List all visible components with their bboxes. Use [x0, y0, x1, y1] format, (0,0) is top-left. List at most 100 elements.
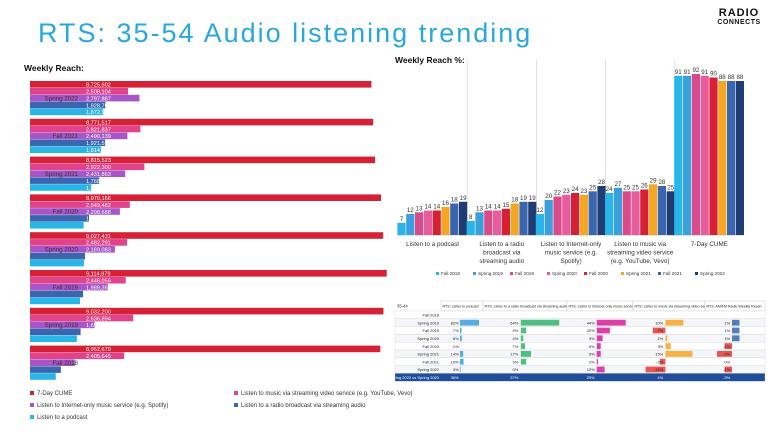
- table-data-bar: [459, 358, 464, 365]
- pct-bar: [666, 191, 675, 236]
- pct-category-label: Listen to a radio: [479, 241, 524, 248]
- legend-label: Listen to music via streaming video serv…: [241, 391, 413, 397]
- pct-category-label: Spotify): [560, 258, 581, 265]
- pct-bar: [683, 75, 692, 236]
- pct-bar: [415, 212, 424, 236]
- reach-bar: [30, 215, 89, 222]
- table-data-bar: [660, 358, 666, 365]
- pct-bar: [406, 214, 415, 235]
- table-cell-value: 2%: [589, 359, 595, 364]
- reach-bar-label: 2,549,482: [86, 203, 111, 209]
- table-cell-value: 64%: [510, 320, 518, 325]
- pct-bar-label: 25: [667, 184, 674, 191]
- reach-bar-label: 1,198,259: [86, 337, 111, 343]
- table-cell-value: -1%: [723, 344, 731, 349]
- reach-bar-label: 1,376,261: [86, 261, 111, 267]
- pct-bar-label: 88: [736, 74, 743, 81]
- table-cell-value: -2%: [723, 352, 731, 357]
- table-column-header: RTS: Listen to a radio broadcast via str…: [485, 305, 569, 309]
- reach-bar: [30, 314, 134, 322]
- pct-bar-label: 18: [451, 197, 458, 204]
- table-cell-value: 6%: [589, 352, 595, 357]
- pct-legend-swatch: [436, 272, 439, 275]
- pct-legend-label: Fall 2021: [663, 271, 682, 276]
- reach-bar: [30, 297, 80, 305]
- table-row: [394, 334, 766, 343]
- pct-bar: [519, 201, 528, 236]
- reach-bar-label: 1,406,130: [86, 255, 111, 261]
- legend-swatch: [30, 403, 34, 407]
- pct-bar: [657, 186, 666, 235]
- reach-bar: [30, 259, 84, 267]
- reach-bar: [30, 170, 126, 177]
- reach-bar-label: 2,821,837: [86, 127, 111, 133]
- table-corner-label: 35-44: [397, 304, 408, 309]
- pct-bar: [597, 186, 606, 235]
- table-cell-value: 1%: [724, 328, 730, 333]
- pct-bar-label: 14: [485, 204, 492, 211]
- reach-bar-label: 8,815,523: [86, 158, 111, 164]
- reach-bar-label: 659,982: [86, 375, 106, 381]
- table-row: [394, 310, 766, 319]
- reach-bar-label: 1,368,522: [86, 224, 111, 230]
- table-cell-value: 1%: [724, 336, 730, 341]
- pct-bar: [622, 191, 631, 236]
- pct-bar: [588, 191, 597, 236]
- table-data-bar: [520, 351, 531, 357]
- reach-bar: [30, 156, 375, 164]
- legend-swatch: [30, 391, 34, 395]
- pct-legend-label: Spring 2019: [478, 271, 503, 276]
- reach-category-label: Spring 2021: [45, 171, 79, 178]
- reach-bar-label: 8,952,670: [86, 347, 111, 353]
- pct-bar-label: 13: [476, 205, 483, 212]
- table-row-label: Spring 2020: [417, 336, 439, 341]
- table-row-label: Spring 2019: [417, 320, 439, 325]
- table-cell-value: 44%: [587, 320, 595, 325]
- table-row-label: Fall 2021: [423, 359, 440, 364]
- pct-bar-label: 27: [614, 181, 621, 188]
- pct-bar-label: 91: [675, 69, 682, 76]
- legend-swatch: [234, 391, 238, 395]
- pct-bar: [544, 200, 553, 235]
- pct-bar: [397, 222, 406, 236]
- reach-bar: [30, 283, 108, 291]
- pct-legend-label: Spring 2020: [552, 271, 577, 276]
- reach-bar: [30, 139, 106, 147]
- pct-legend-swatch: [473, 272, 476, 275]
- pct-bar-label: 91: [684, 69, 691, 76]
- table-data-bar: [459, 319, 479, 326]
- pct-bar-label: 16: [442, 200, 449, 207]
- pct-bar-label: 26: [641, 183, 648, 190]
- pct-bar: [423, 210, 432, 235]
- pct-category-label: Listen to music via: [614, 241, 666, 248]
- table-column-header: RTS: Listen to podcast: [443, 305, 479, 309]
- table-cell-value: 29%: [587, 375, 595, 380]
- reach-bar-label: 9,114,979: [86, 272, 110, 278]
- table-column-header: RTS: Listen to Internet-only music servi…: [569, 305, 635, 309]
- pct-category-label: Listen to Internet-only: [541, 241, 602, 248]
- pct-bar-label: 25: [623, 184, 630, 191]
- pct-legend-label: Spring 2021: [626, 271, 651, 276]
- pct-bar-label: 88: [719, 74, 726, 81]
- pct-legend-swatch: [510, 272, 513, 275]
- table-cell-value: -7%: [656, 328, 664, 333]
- table-data-bar: [520, 358, 527, 365]
- reach-bar: [30, 232, 384, 239]
- pct-bar: [691, 74, 700, 235]
- reach-bar-label: 1,989,363: [86, 285, 111, 291]
- pct-bar: [727, 81, 736, 235]
- reach-category-label: Fall 2020: [53, 209, 79, 216]
- table-row-label: Fall 2019: [423, 328, 440, 333]
- pct-bar-label: 28: [598, 179, 605, 186]
- legend-swatch: [30, 415, 34, 419]
- table-data-bar: [459, 327, 462, 334]
- reach-bar-label: 2,169,083: [86, 248, 111, 254]
- pct-bar-label: 23: [580, 188, 587, 195]
- table-cell-value: 8%: [453, 336, 459, 341]
- reach-bar-label: 2,508,104: [86, 90, 111, 96]
- reach-bar: [30, 252, 85, 260]
- reach-bar: [30, 328, 81, 336]
- pct-bar-label: 8: [469, 214, 473, 221]
- pct-category-label: Listen to a podcast: [406, 241, 459, 248]
